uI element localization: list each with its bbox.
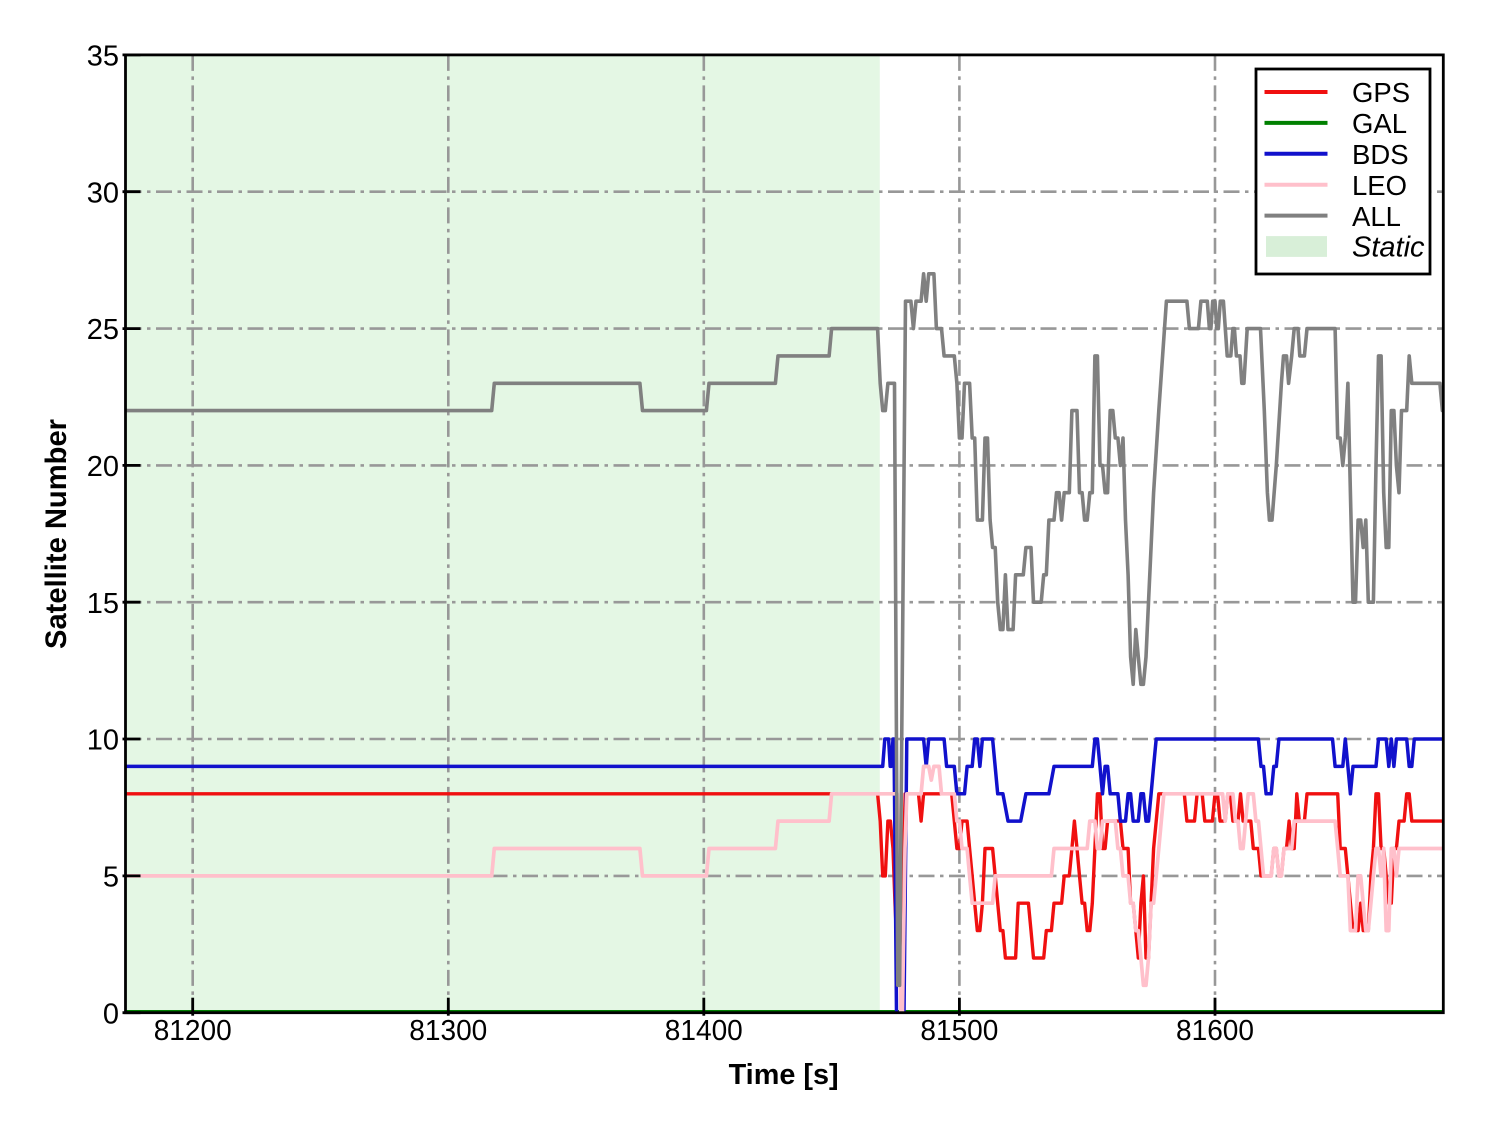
svg-text:81400: 81400: [665, 1015, 743, 1047]
svg-text:35: 35: [87, 41, 119, 73]
svg-text:Satellite Number: Satellite Number: [40, 418, 73, 649]
svg-text:15: 15: [87, 588, 119, 620]
svg-text:ALL: ALL: [1352, 201, 1401, 232]
svg-text:20: 20: [87, 451, 119, 483]
svg-text:BDS: BDS: [1352, 139, 1409, 170]
svg-text:30: 30: [87, 177, 119, 209]
svg-text:81300: 81300: [409, 1015, 487, 1047]
svg-text:81500: 81500: [920, 1015, 998, 1047]
svg-text:Static: Static: [1352, 232, 1425, 264]
svg-text:81200: 81200: [154, 1015, 232, 1047]
svg-text:0: 0: [103, 998, 119, 1030]
svg-text:10: 10: [87, 725, 119, 757]
svg-text:5: 5: [103, 862, 119, 894]
svg-text:GPS: GPS: [1352, 77, 1410, 108]
svg-text:GAL: GAL: [1352, 108, 1407, 139]
svg-text:LEO: LEO: [1352, 170, 1407, 201]
svg-text:25: 25: [87, 314, 119, 346]
svg-text:Time [s]: Time [s]: [729, 1059, 839, 1091]
svg-text:81600: 81600: [1176, 1015, 1254, 1047]
